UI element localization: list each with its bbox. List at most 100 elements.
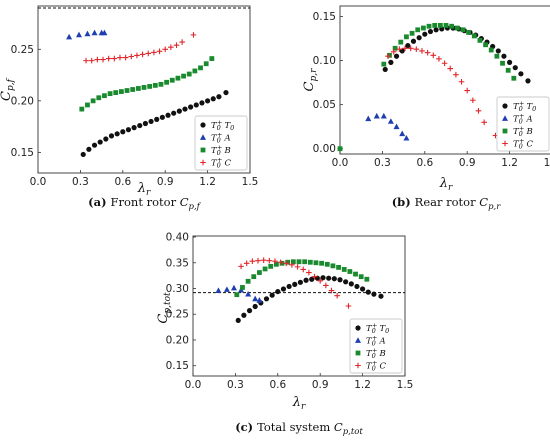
y-tick-label: 0.00 — [313, 143, 336, 155]
data-point — [103, 136, 109, 142]
data-point — [142, 120, 149, 127]
data-point — [108, 133, 115, 139]
x-tick-label: 0.0 — [185, 379, 202, 391]
legend-marker — [502, 103, 508, 109]
data-point — [311, 273, 318, 280]
data-point — [131, 125, 137, 131]
y-tick-label: 0.35 — [166, 257, 189, 269]
x-tick-label: 0.6 — [269, 379, 286, 391]
data-point — [182, 106, 188, 112]
data-point — [243, 260, 250, 267]
legend-marker — [502, 115, 508, 121]
data-point — [148, 118, 154, 125]
data-point — [393, 53, 400, 59]
data-point — [307, 259, 313, 265]
data-point — [303, 277, 309, 283]
y-axis-label: Cp,r — [302, 68, 319, 92]
data-point — [407, 45, 414, 52]
legend-box — [349, 318, 403, 374]
data-point — [107, 91, 113, 97]
data-point — [449, 23, 455, 29]
data-point — [501, 53, 507, 59]
data-point — [273, 261, 279, 267]
data-point — [454, 25, 460, 31]
data-point — [205, 98, 211, 104]
data-point — [90, 98, 96, 104]
data-point — [286, 283, 292, 290]
data-point — [422, 31, 428, 37]
data-point — [156, 48, 163, 55]
data-point — [85, 102, 90, 108]
data-point — [122, 54, 129, 61]
data-point — [238, 263, 244, 270]
data-point — [192, 68, 198, 74]
data-point — [404, 34, 409, 40]
data-point — [105, 55, 112, 62]
data-point — [125, 127, 132, 133]
data-point — [114, 131, 120, 137]
data-point — [365, 289, 371, 295]
panel-caption: (b) Rear rotor Cp,r — [392, 195, 501, 212]
legend-marker — [200, 147, 206, 153]
data-point — [260, 257, 267, 263]
data-point — [147, 84, 153, 89]
legend-label: T0+ B — [366, 347, 386, 361]
data-point — [475, 108, 482, 114]
data-point — [396, 46, 403, 52]
data-point — [320, 275, 326, 281]
data-point — [111, 55, 118, 62]
data-point — [380, 112, 387, 119]
data-point — [512, 65, 518, 71]
data-point — [378, 293, 384, 299]
data-point — [505, 67, 511, 73]
legend-marker — [355, 325, 361, 331]
data-point — [117, 54, 123, 61]
data-point — [245, 278, 251, 284]
data-point — [168, 44, 174, 51]
data-point — [420, 25, 426, 31]
data-point — [139, 51, 146, 58]
series-T0+T0 — [80, 89, 229, 158]
data-point — [151, 49, 157, 56]
x-tick-label: 0.3 — [374, 157, 391, 169]
data-point — [300, 266, 307, 273]
data-point — [80, 151, 86, 158]
data-point — [387, 52, 392, 58]
data-point — [405, 43, 411, 49]
data-point — [398, 39, 404, 45]
data-point — [345, 303, 352, 309]
series-T0+A — [66, 29, 108, 40]
legend-label: T0+ A — [513, 112, 533, 126]
data-point — [365, 115, 372, 122]
data-point — [285, 259, 291, 265]
data-point — [410, 38, 417, 44]
panel-b: 0.00.30.60.91.21.50.000.050.100.15T0+T0T… — [302, 5, 550, 212]
data-point — [96, 95, 102, 101]
y-tick-label: 0.20 — [11, 95, 34, 107]
legend-marker — [355, 362, 361, 369]
data-point — [481, 119, 487, 126]
data-point — [230, 284, 237, 291]
data-point — [91, 142, 98, 148]
data-point — [101, 29, 108, 36]
data-point — [252, 303, 258, 310]
x-tick-label: 0.9 — [459, 157, 476, 169]
y-tick-label: 0.20 — [166, 334, 189, 346]
data-point — [215, 287, 222, 293]
data-point — [179, 39, 185, 45]
data-point — [223, 89, 229, 96]
data-point — [453, 71, 459, 78]
data-point — [416, 35, 422, 41]
data-point — [297, 279, 304, 285]
data-point — [97, 139, 103, 145]
data-point — [173, 42, 180, 48]
data-point — [124, 88, 130, 93]
data-point — [263, 296, 270, 302]
data-point — [162, 46, 168, 53]
legend-marker — [502, 140, 508, 147]
data-point — [437, 22, 443, 28]
data-point — [324, 261, 330, 267]
data-point — [331, 276, 337, 282]
data-point — [409, 30, 415, 36]
data-point — [525, 78, 531, 84]
